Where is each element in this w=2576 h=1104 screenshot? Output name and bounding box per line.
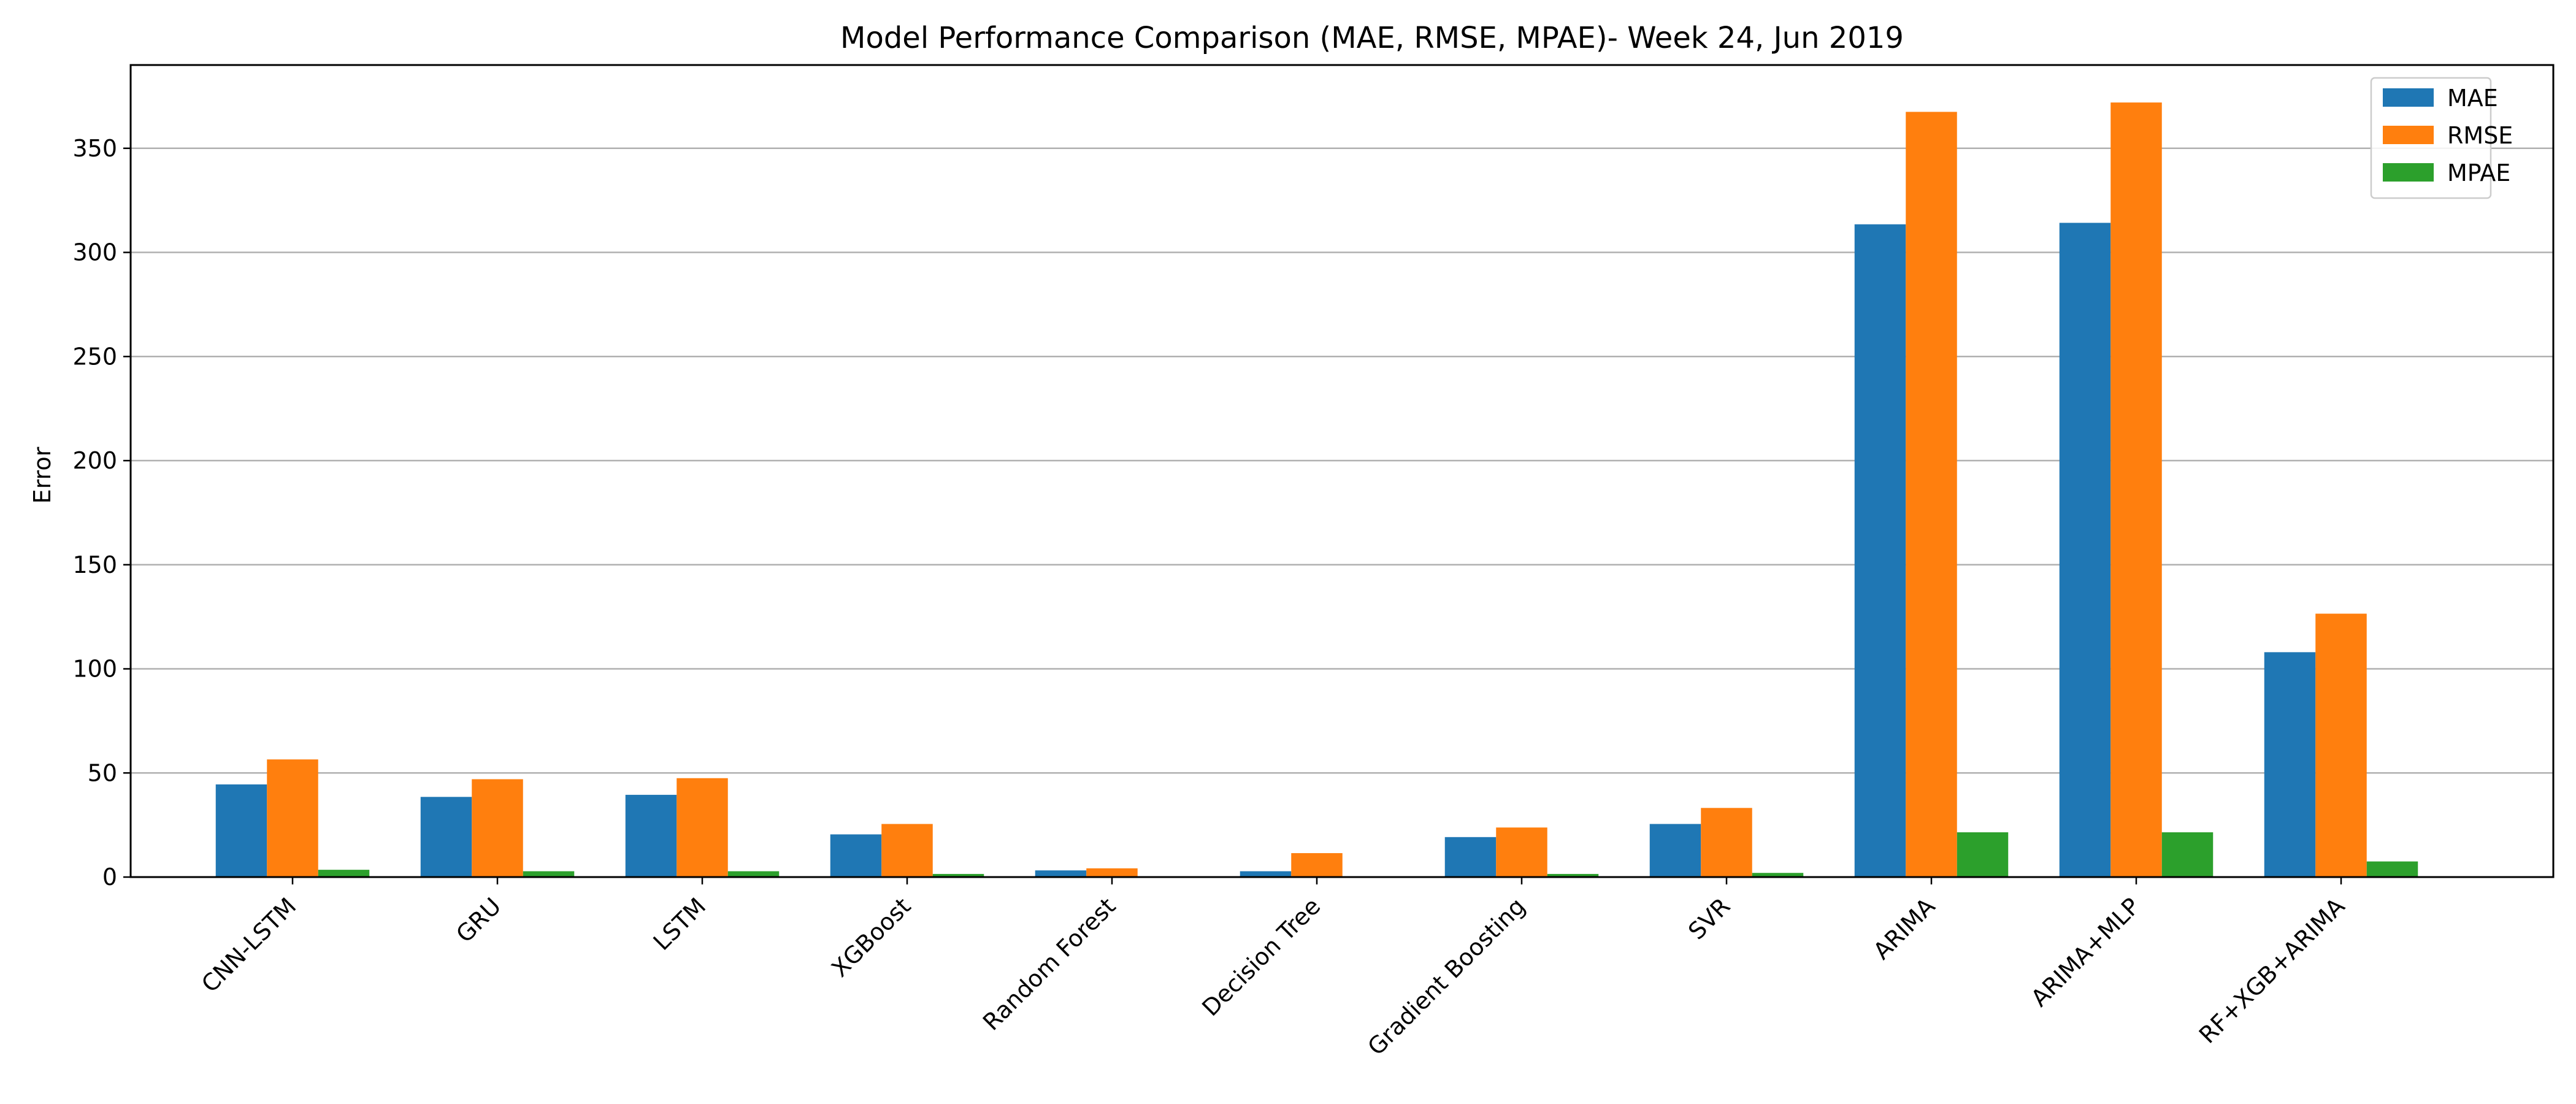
bar-mae-5 (1240, 871, 1292, 877)
y-tick-label: 300 (72, 239, 117, 266)
bar-mae-10 (2264, 652, 2316, 877)
bar-mpae-1 (523, 871, 575, 877)
legend-swatch-mae (2383, 88, 2434, 107)
bar-rmse-8 (1906, 112, 1957, 877)
bar-mpae-9 (2161, 832, 2214, 877)
y-tick-label: 150 (72, 551, 117, 578)
legend: MAE RMSE MPAE (2370, 77, 2513, 199)
bar-rmse-9 (2110, 102, 2162, 878)
bar-rmse-4 (1086, 868, 1138, 877)
y-tick-label: 0 (102, 864, 117, 891)
bar-mpae-0 (318, 870, 370, 877)
legend-label-mae: MAE (2447, 85, 2498, 112)
legend-label-rmse: RMSE (2447, 122, 2513, 149)
legend-swatch-mpae (2383, 163, 2434, 182)
bar-rmse-10 (2315, 613, 2367, 877)
bar-rmse-2 (677, 778, 728, 877)
bar-mae-0 (215, 784, 267, 877)
bar-mae-3 (830, 834, 882, 877)
bar-mpae-8 (1957, 832, 2009, 877)
y-axis-label: Error (29, 447, 56, 504)
bar-mae-8 (1854, 224, 1906, 877)
bar-mae-9 (2059, 223, 2111, 877)
bars (215, 102, 2418, 878)
y-tick-label: 50 (88, 759, 117, 786)
bar-mpae-6 (1547, 873, 1599, 877)
bar-rmse-6 (1496, 827, 1547, 877)
y-tick-label: 250 (72, 343, 117, 370)
y-tick-label: 350 (72, 135, 117, 162)
bar-mae-2 (625, 794, 677, 877)
bar-rmse-7 (1701, 808, 1752, 877)
legend-swatch-rmse (2383, 126, 2434, 144)
y-tick-label: 200 (72, 447, 117, 474)
bar-mpae-7 (1752, 873, 1804, 877)
bar-mae-4 (1035, 870, 1087, 877)
bar-mae-1 (420, 797, 472, 877)
bar-rmse-5 (1291, 853, 1343, 877)
y-axis-ticks: 0 50 100 150 200 250 300 350 (72, 135, 131, 891)
bar-mae-6 (1444, 837, 1497, 877)
bar-mpae-3 (932, 873, 984, 877)
bar-rmse-1 (472, 779, 523, 877)
legend-label-mpae: MPAE (2447, 159, 2510, 186)
bar-rmse-3 (881, 824, 933, 877)
chart-title: Model Performance Comparison (MAE, RMSE,… (840, 21, 1904, 55)
bar-rmse-0 (267, 759, 318, 877)
bar-mpae-2 (727, 871, 780, 877)
plot-frame (129, 64, 2555, 878)
bar-mae-7 (1649, 824, 1701, 877)
bar-mpae-10 (2366, 861, 2418, 877)
y-tick-label: 100 (72, 656, 117, 683)
